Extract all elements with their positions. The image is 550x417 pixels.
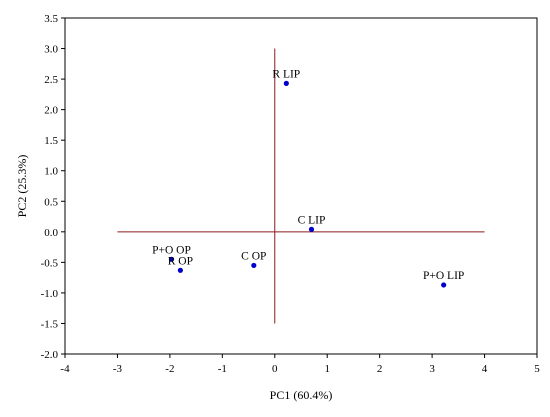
point-label: R OP (168, 255, 193, 267)
point-marker (177, 267, 183, 273)
point-marker (251, 262, 257, 269)
x-axis-title: PC1 (60.4%) (270, 388, 333, 402)
x-tick-label: -1 (218, 363, 227, 375)
point-label: R LIP (272, 68, 300, 80)
y-tick-label: 1.0 (44, 166, 58, 178)
x-tick-label: 0 (272, 363, 278, 375)
x-tick-label: -2 (165, 363, 174, 375)
y-tick-label: -1.5 (41, 318, 59, 330)
data-point: R LIP (272, 68, 300, 86)
data-point: C LIP (298, 214, 326, 232)
y-tick-label: 1.5 (44, 135, 58, 147)
plot-frame (64, 17, 538, 355)
point-marker (283, 80, 289, 86)
point-label: P+O OP (152, 244, 191, 256)
point-marker (168, 256, 175, 262)
x-tick-label: -4 (60, 363, 70, 375)
x-tick-label: 2 (377, 363, 383, 375)
data-point: P+O LIP (423, 270, 464, 288)
y-tick-label: 0.5 (44, 196, 58, 208)
point-label: C OP (241, 250, 266, 262)
y-tick-label: -2.0 (41, 349, 59, 361)
x-tick-label: 3 (429, 363, 435, 375)
y-tick-label: -0.5 (41, 257, 59, 269)
y-axis-title: PC2 (25.3%) (15, 155, 29, 218)
y-tick-label: -1.0 (41, 288, 59, 300)
point-label: C LIP (298, 214, 326, 226)
x-tick-label: 5 (534, 363, 540, 375)
x-tick-label: -3 (113, 363, 123, 375)
point-marker (441, 282, 447, 288)
data-point: C OP (241, 250, 266, 269)
y-tick-label: 3.0 (44, 44, 58, 56)
y-tick-label: 0.0 (44, 227, 58, 239)
data-point: P+O OP (152, 244, 191, 262)
data-point: R OP (168, 255, 193, 273)
point-label: P+O LIP (423, 270, 464, 282)
data-points: R LIP C LIP P+O OPR OP C OP P+O LIP (152, 68, 464, 288)
x-axis-ticks: -4 -3 -2 -1 0 1 2 3 4 5 (60, 354, 540, 375)
point-marker (308, 226, 315, 232)
reference-lines (117, 48, 485, 324)
y-tick-label: 3.5 (44, 13, 58, 25)
x-tick-label: 1 (324, 363, 330, 375)
y-tick-label: 2.5 (44, 74, 58, 86)
y-axis-ticks: -2.0 -1.5 -1.0 -0.5 0.0 0.5 1.0 1.5 2.0 2.5 3.0 3.5 (41, 13, 65, 361)
y-tick-label: 2.0 (44, 105, 58, 117)
x-tick-label: 4 (482, 363, 488, 375)
